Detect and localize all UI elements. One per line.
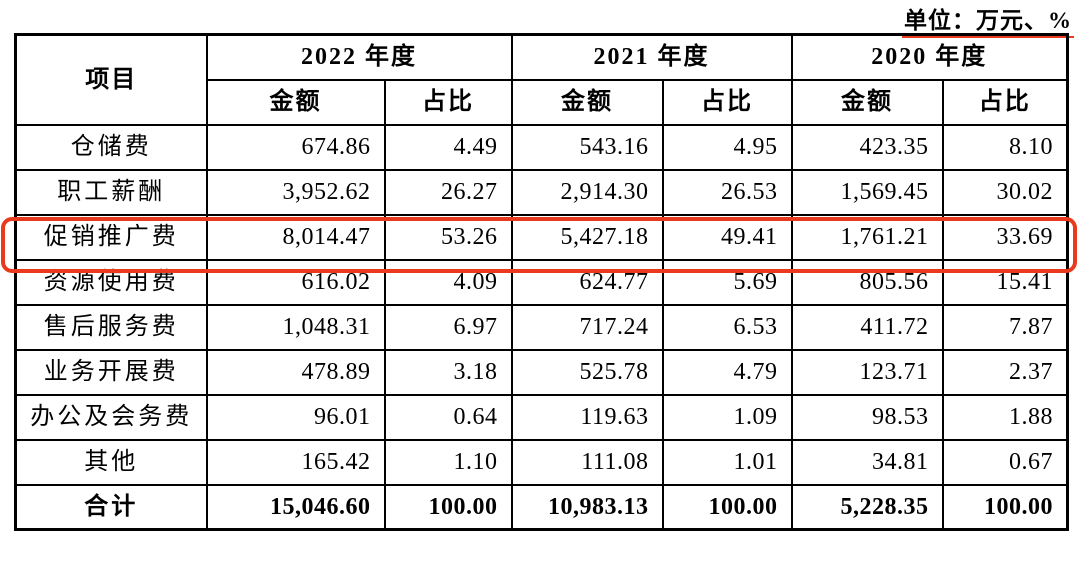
year-2022-header: 2022 年度 xyxy=(205,33,513,81)
ratio-2020-header: 占比 xyxy=(941,78,1069,126)
ratio-2021-cell: 26.53 xyxy=(661,168,793,216)
ratio-2021-cell: 6.53 xyxy=(661,303,793,351)
ratio-2022-cell: 1.10 xyxy=(383,438,513,486)
amount-2022-cell: 478.89 xyxy=(205,348,386,396)
expense-table: 项目 2022 年度 2021 年度 2020 年度 金额 占比 金额 占比 金… xyxy=(14,33,1069,531)
amount-2022-cell: 15,046.60 xyxy=(205,483,386,531)
amount-2022-cell: 165.42 xyxy=(205,438,386,486)
amount-2022-cell: 3,952.62 xyxy=(205,168,386,216)
row-label: 资源使用费 xyxy=(14,258,208,306)
row-label: 合计 xyxy=(14,483,208,531)
amount-2020-cell: 34.81 xyxy=(790,438,944,486)
ratio-2020-cell: 33.69 xyxy=(941,213,1069,261)
ratio-2020-cell: 0.67 xyxy=(941,438,1069,486)
amount-2020-cell: 411.72 xyxy=(790,303,944,351)
ratio-2022-header: 占比 xyxy=(383,78,513,126)
table-row: 合计 15,046.60 100.00 10,983.13 100.00 5,2… xyxy=(14,483,1069,531)
amount-2021-cell: 525.78 xyxy=(510,348,664,396)
ratio-2022-cell: 4.49 xyxy=(383,123,513,171)
row-label: 业务开展费 xyxy=(14,348,208,396)
amount-2022-cell: 674.86 xyxy=(205,123,386,171)
ratio-2022-cell: 4.09 xyxy=(383,258,513,306)
amount-2021-cell: 624.77 xyxy=(510,258,664,306)
amount-2021-cell: 10,983.13 xyxy=(510,483,664,531)
amount-2022-cell: 96.01 xyxy=(205,393,386,441)
amount-2022-cell: 1,048.31 xyxy=(205,303,386,351)
ratio-2022-cell: 26.27 xyxy=(383,168,513,216)
amount-2021-header: 金额 xyxy=(510,78,664,126)
table-row: 业务开展费 478.89 3.18 525.78 4.79 123.71 2.3… xyxy=(14,348,1069,396)
year-header-row: 项目 2022 年度 2021 年度 2020 年度 xyxy=(14,33,1069,126)
ratio-2022-cell: 0.64 xyxy=(383,393,513,441)
amount-2020-cell: 98.53 xyxy=(790,393,944,441)
table-body: 仓储费 674.86 4.49 543.16 4.95 423.35 8.10 … xyxy=(14,123,1069,531)
amount-2020-cell: 1,761.21 xyxy=(790,213,944,261)
row-label: 促销推广费 xyxy=(14,213,208,261)
ratio-2020-cell: 7.87 xyxy=(941,303,1069,351)
ratio-2022-cell: 6.97 xyxy=(383,303,513,351)
ratio-2021-cell: 4.95 xyxy=(661,123,793,171)
amount-2021-cell: 2,914.30 xyxy=(510,168,664,216)
ratio-2020-cell: 100.00 xyxy=(941,483,1069,531)
table-row: 职工薪酬 3,952.62 26.27 2,914.30 26.53 1,569… xyxy=(14,168,1069,216)
amount-2021-cell: 111.08 xyxy=(510,438,664,486)
ratio-2022-cell: 53.26 xyxy=(383,213,513,261)
row-label: 办公及会务费 xyxy=(14,393,208,441)
amount-2022-cell: 616.02 xyxy=(205,258,386,306)
ratio-2020-cell: 8.10 xyxy=(941,123,1069,171)
amount-2020-cell: 805.56 xyxy=(790,258,944,306)
ratio-2021-cell: 1.09 xyxy=(661,393,793,441)
table-row: 其他 165.42 1.10 111.08 1.01 34.81 0.67 xyxy=(14,438,1069,486)
year-2021-header: 2021 年度 xyxy=(510,33,793,81)
amount-2020-cell: 123.71 xyxy=(790,348,944,396)
amount-2020-cell: 1,569.45 xyxy=(790,168,944,216)
ratio-2020-cell: 15.41 xyxy=(941,258,1069,306)
ratio-2021-header: 占比 xyxy=(661,78,793,126)
row-label: 职工薪酬 xyxy=(14,168,208,216)
table-row: 资源使用费 616.02 4.09 624.77 5.69 805.56 15.… xyxy=(14,258,1069,306)
ratio-2020-cell: 1.88 xyxy=(941,393,1069,441)
amount-2021-cell: 119.63 xyxy=(510,393,664,441)
table-row: 办公及会务费 96.01 0.64 119.63 1.09 98.53 1.88 xyxy=(14,393,1069,441)
amount-2021-cell: 717.24 xyxy=(510,303,664,351)
amount-2021-cell: 543.16 xyxy=(510,123,664,171)
ratio-2022-cell: 100.00 xyxy=(383,483,513,531)
ratio-2021-cell: 1.01 xyxy=(661,438,793,486)
ratio-2021-cell: 100.00 xyxy=(661,483,793,531)
amount-2022-header: 金额 xyxy=(205,78,386,126)
ratio-2021-cell: 49.41 xyxy=(661,213,793,261)
ratio-2020-cell: 2.37 xyxy=(941,348,1069,396)
ratio-2021-cell: 4.79 xyxy=(661,348,793,396)
sub-header-row: 金额 占比 金额 占比 金额 占比 xyxy=(16,78,1069,126)
ratio-2021-cell: 5.69 xyxy=(661,258,793,306)
item-column-header: 项目 xyxy=(14,33,208,126)
ratio-2022-cell: 3.18 xyxy=(383,348,513,396)
row-label: 仓储费 xyxy=(14,123,208,171)
row-label: 售后服务费 xyxy=(14,303,208,351)
table-row: 促销推广费 8,014.47 53.26 5,427.18 49.41 1,76… xyxy=(14,213,1069,261)
amount-2020-cell: 423.35 xyxy=(790,123,944,171)
amount-2020-header: 金额 xyxy=(790,78,944,126)
amount-2021-cell: 5,427.18 xyxy=(510,213,664,261)
table-row: 售后服务费 1,048.31 6.97 717.24 6.53 411.72 7… xyxy=(14,303,1069,351)
year-2020-header: 2020 年度 xyxy=(790,33,1069,81)
amount-2022-cell: 8,014.47 xyxy=(205,213,386,261)
table-row: 仓储费 674.86 4.49 543.16 4.95 423.35 8.10 xyxy=(14,123,1069,171)
row-label: 其他 xyxy=(14,438,208,486)
amount-2020-cell: 5,228.35 xyxy=(790,483,944,531)
ratio-2020-cell: 30.02 xyxy=(941,168,1069,216)
